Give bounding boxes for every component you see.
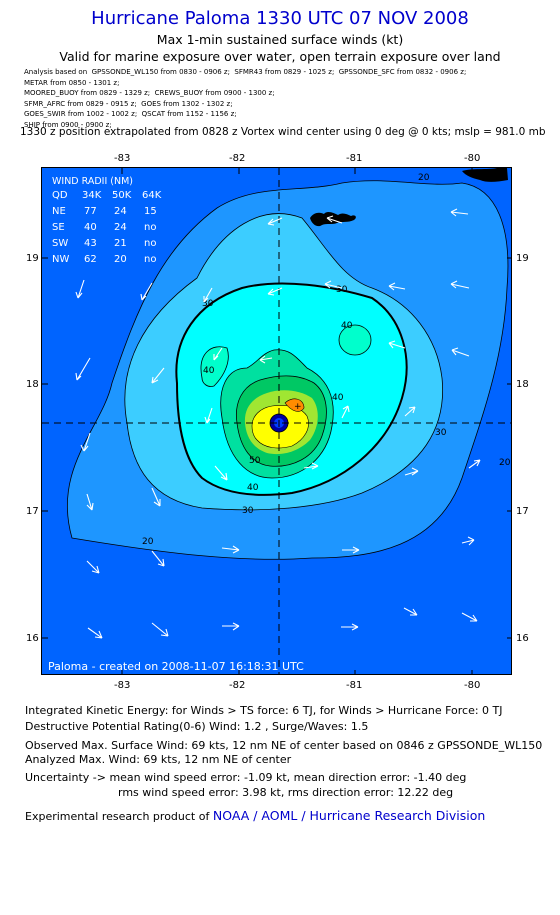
- wind-radii-cell: 15: [144, 206, 157, 217]
- contour-40-patch: [338, 324, 372, 356]
- lat-tick-left: 17: [26, 506, 39, 517]
- lat-tick-left: 18: [26, 379, 39, 390]
- wind-radii-header: QD: [52, 190, 68, 201]
- lon-tick-bottom: -83: [114, 680, 131, 691]
- wind-radii-cell: no: [144, 238, 156, 249]
- wind-radii-cell: SW: [52, 238, 68, 249]
- contour-label: 40: [203, 366, 215, 376]
- contour-label: 30: [435, 428, 447, 438]
- contour-40-line: [220, 349, 334, 479]
- contour-40-patch: [200, 346, 229, 387]
- analysis-line: METAR from 0850 - 1301 z;: [24, 78, 120, 87]
- contour-50-line: [235, 375, 327, 467]
- subtitle-exposure: Valid for marine exposure over water, op…: [59, 49, 501, 64]
- contour-label: 30: [242, 506, 254, 516]
- max-wind-marker: +: [294, 402, 302, 412]
- wind-radii-cell: NE: [52, 206, 66, 217]
- wind-vectors: [75, 208, 481, 639]
- ike-line: Integrated Kinetic Energy: for Winds > T…: [25, 704, 503, 717]
- credit-line: Experimental research product of NOAA / …: [25, 808, 485, 823]
- analysis-line: Analysis based on GPSSONDE_WL150 from 08…: [24, 68, 467, 76]
- lon-tick-top: -81: [346, 153, 363, 164]
- lat-tick-right: 19: [516, 253, 529, 264]
- wind-radii-title: WIND RADII (NM): [52, 176, 133, 187]
- dpr-line: Destructive Potential Rating(0-6) Wind: …: [25, 720, 369, 733]
- credit-prefix: Experimental research product of: [25, 810, 213, 823]
- lon-tick-top: -83: [114, 153, 131, 164]
- wind-radii-cell: 20: [114, 254, 127, 265]
- wind-radii-cell: 24: [114, 206, 127, 217]
- lat-tick-right: 16: [516, 633, 529, 644]
- contour-label: 40: [341, 321, 353, 331]
- lat-tick-left: 16: [26, 633, 39, 644]
- contour-label: 40: [247, 483, 259, 493]
- wind-radii-cell: 77: [84, 206, 97, 217]
- contour-label: 40: [332, 393, 344, 403]
- analyzed-max-line: Analyzed Max. Wind: 69 kts, 12 nm NE of …: [25, 753, 292, 766]
- wind-radii-header: 34K: [82, 190, 102, 201]
- contour-34-line: [175, 282, 408, 496]
- lon-tick-bottom: -80: [464, 680, 481, 691]
- wind-radii-cell: no: [144, 254, 156, 265]
- max-wind-patch: [284, 398, 305, 412]
- subtitle-max-winds: Max 1-min sustained surface winds (kt): [156, 32, 404, 47]
- wind-radii-cell: 21: [114, 238, 127, 249]
- analysis-sources: Analysis based on GPSSONDE_WL150 from 08…: [24, 67, 466, 131]
- lon-tick-top: -80: [464, 153, 481, 164]
- contour-labels: 20 30 30 40 40 40 40 50 30 30 20 20: [142, 173, 511, 547]
- lon-tick-bottom: -81: [346, 680, 363, 691]
- contour-label: 30: [202, 299, 214, 309]
- wind-field-map: + 20 30 30 40 40 40 40 50 30 30 20 20: [41, 167, 512, 675]
- wind-radii-cell: 43: [84, 238, 97, 249]
- lat-tick-right: 17: [516, 506, 529, 517]
- contour-30-line: [124, 213, 444, 511]
- wind-radii-cell: 40: [84, 222, 97, 233]
- wind-radii-table: WIND RADII (NM) QD 34K 50K 64K NE 77 24 …: [52, 176, 162, 265]
- lon-tick-bottom: -82: [229, 680, 246, 691]
- wind-field-svg: + 20 30 30 40 40 40 40 50 30 30 20 20: [42, 168, 511, 674]
- lon-tick-top: -82: [229, 153, 246, 164]
- lat-tick-left: 19: [26, 253, 39, 264]
- uncertainty-line: Uncertainty -> mean wind speed error: -1…: [25, 771, 467, 784]
- wind-radii-cell: 62: [84, 254, 97, 265]
- page-title: Hurricane Paloma 1330 UTC 07 NOV 2008: [91, 8, 469, 29]
- contour-20-line: [66, 180, 509, 560]
- contour-label: 20: [142, 537, 154, 547]
- wind-radii-cell: no: [144, 222, 156, 233]
- map-credit: Paloma - created on 2008-11-07 16:18:31 …: [48, 660, 304, 673]
- position-line: 1330 z position extrapolated from 0828 z…: [20, 126, 546, 138]
- analysis-line: SHIP from 0900 - 0900 z;: [24, 120, 112, 129]
- uncertainty-rms-line: rms wind speed error: 3.98 kt, rms direc…: [118, 786, 454, 799]
- wind-radii-header: 64K: [142, 190, 162, 201]
- contour-label: 20: [418, 173, 430, 183]
- cayman-brac: [310, 212, 356, 227]
- analysis-line: GOES_SWIR from 1002 - 1002 z; QSCAT from…: [24, 110, 237, 119]
- wind-radii-cell: SE: [52, 222, 65, 233]
- observed-max-line: Observed Max. Surface Wind: 69 kts, 12 n…: [25, 739, 543, 752]
- wind-radii-cell: 24: [114, 222, 127, 233]
- analysis-line: MOORED_BUOY from 0829 - 1329 z; CREWS_BU…: [24, 89, 275, 98]
- axis-ticks: [42, 168, 511, 674]
- contour-label: 30: [336, 285, 348, 295]
- wind-radii-header: 50K: [112, 190, 132, 201]
- wind-radii-cell: NW: [52, 254, 69, 265]
- analysis-line: SFMR_AFRC from 0829 - 0915 z; GOES from …: [24, 99, 233, 108]
- contour-label: 50: [249, 456, 261, 466]
- cuba-coast: [462, 168, 508, 182]
- credit-org-link[interactable]: NOAA / AOML / Hurricane Research Divisio…: [212, 808, 486, 823]
- contour-label: 20: [499, 458, 511, 468]
- lat-tick-right: 18: [516, 379, 529, 390]
